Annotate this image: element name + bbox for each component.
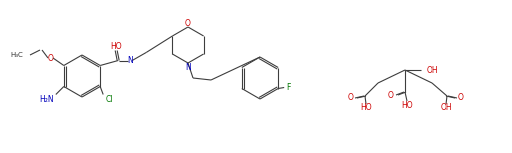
Text: N: N	[185, 62, 191, 71]
Text: HO: HO	[111, 42, 122, 51]
Text: HO: HO	[360, 103, 372, 112]
Text: O: O	[348, 93, 354, 103]
Text: O: O	[458, 93, 464, 103]
Text: OH: OH	[427, 65, 439, 75]
Text: O: O	[388, 91, 394, 99]
Text: H₂N: H₂N	[39, 95, 54, 104]
Text: O: O	[185, 19, 191, 28]
Text: N: N	[127, 56, 133, 65]
Text: Cl: Cl	[105, 95, 113, 104]
Text: HO: HO	[401, 101, 413, 110]
Text: O: O	[48, 54, 54, 62]
Text: H₃C: H₃C	[10, 52, 23, 58]
Text: OH: OH	[440, 103, 452, 112]
Text: F: F	[286, 83, 291, 92]
